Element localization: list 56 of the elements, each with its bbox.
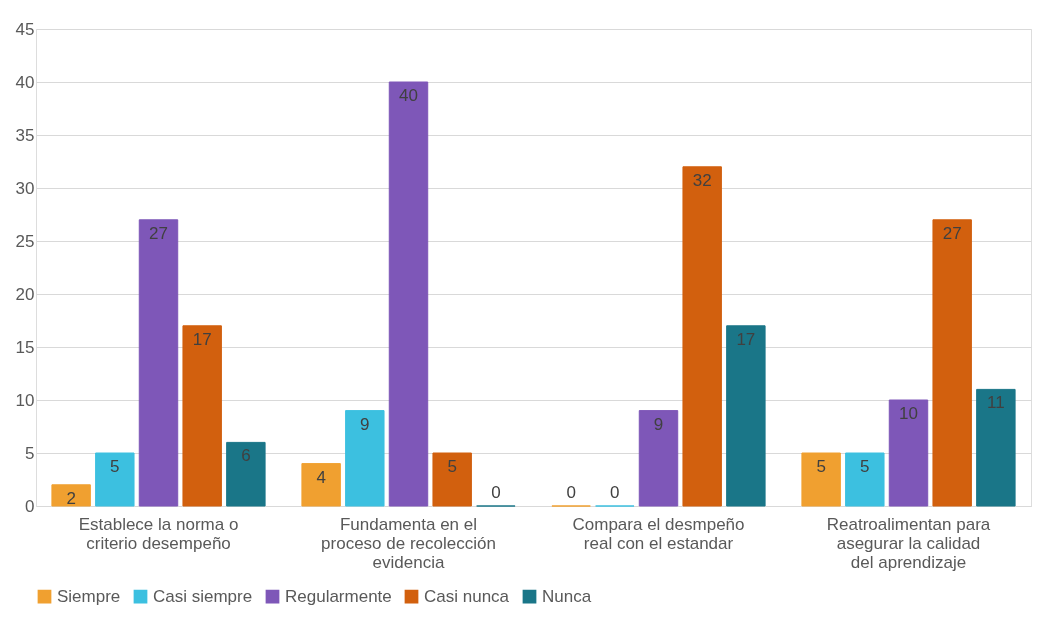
legend-label: Nunca	[542, 586, 592, 606]
data-label: 9	[360, 414, 370, 434]
bar	[138, 219, 179, 507]
data-label: 17	[736, 329, 756, 349]
x-tick-label: Compara el desmpeño real con el estandar	[572, 514, 745, 553]
data-label: 32	[692, 170, 712, 190]
y-tick-label: 15	[15, 337, 35, 357]
y-tick-label: 0	[25, 496, 35, 516]
y-tick-label: 20	[15, 284, 35, 304]
bar	[301, 463, 341, 507]
data-label: 0	[610, 483, 620, 502]
bar	[682, 166, 722, 507]
bar	[801, 452, 841, 507]
y-tick-label: 45	[15, 19, 35, 39]
data-label: 0	[566, 483, 576, 502]
legend-label: Regularmente	[285, 586, 392, 606]
x-tick-label: Establece la norma o criterio desempeño	[78, 514, 239, 553]
y-tick-label: 25	[15, 231, 35, 251]
data-label: 27	[942, 223, 962, 243]
x-tick-label: Reatroalimentan para asegurar la calidad del aprendizaje	[826, 514, 991, 572]
data-label: 27	[149, 223, 168, 243]
bar	[888, 399, 929, 507]
data-label: 11	[987, 393, 1005, 413]
bar	[95, 452, 135, 507]
legend-label: Siempre	[57, 586, 121, 606]
data-label: 4	[316, 467, 326, 487]
bar	[51, 484, 91, 507]
data-label: 5	[447, 457, 457, 476]
data-label: 5	[110, 457, 120, 476]
y-tick-label: 30	[15, 178, 35, 198]
data-label: 10	[899, 404, 918, 423]
data-label: 17	[192, 329, 212, 349]
bar	[388, 81, 429, 507]
bar	[432, 452, 472, 507]
y-tick-label: 10	[15, 390, 35, 410]
data-label: 40	[399, 86, 418, 105]
bar	[845, 452, 885, 507]
data-label: 5	[816, 457, 826, 476]
bar	[726, 325, 766, 507]
y-tick-label: 40	[15, 72, 35, 92]
bar	[638, 410, 679, 507]
bar	[345, 410, 385, 507]
bar	[226, 441, 266, 507]
bar	[182, 325, 222, 507]
data-label: 0	[491, 483, 501, 502]
x-tick-label: Fundamenta en el proceso de recolección evidencia	[321, 514, 496, 572]
bar	[932, 219, 972, 507]
data-label: 5	[860, 457, 870, 476]
data-label: 2	[66, 488, 76, 508]
data-label: 9	[653, 414, 664, 434]
y-tick-label: 35	[15, 125, 35, 145]
legend-label: Casi siempre	[153, 586, 253, 606]
bar	[976, 388, 1016, 507]
y-tick-label: 5	[25, 443, 35, 463]
data-label: 6	[241, 446, 251, 466]
legend-label: Casi nunca	[424, 586, 510, 606]
